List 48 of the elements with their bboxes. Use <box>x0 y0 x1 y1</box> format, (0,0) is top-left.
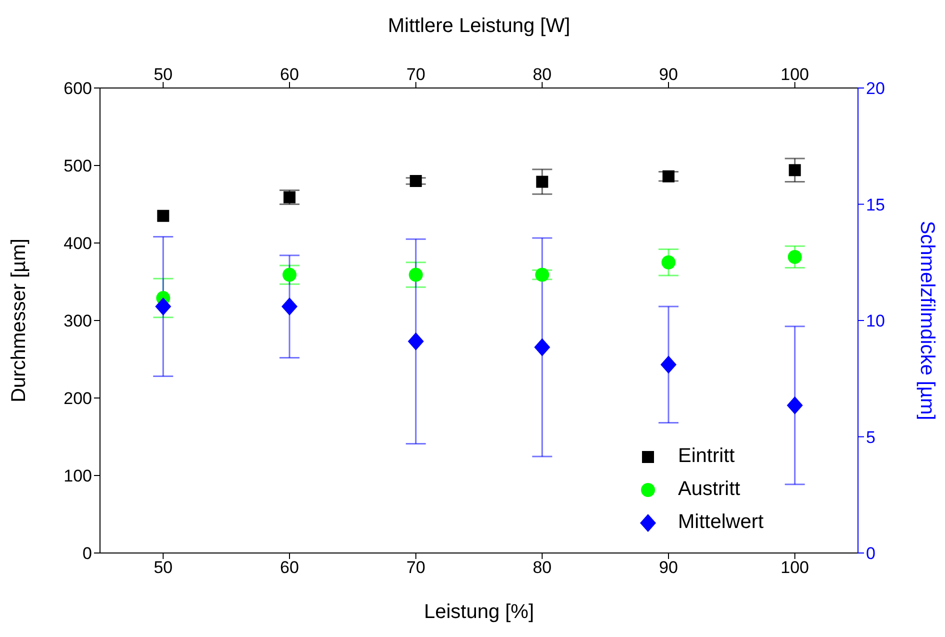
y-tick-label: 300 <box>64 312 92 331</box>
point <box>536 176 548 188</box>
point <box>410 175 422 187</box>
y2-tick-label: 15 <box>866 195 885 214</box>
point <box>282 268 296 282</box>
point <box>155 298 172 316</box>
y-tick-label: 600 <box>64 79 92 98</box>
point <box>786 396 803 414</box>
x-tick-label: 70 <box>406 65 426 84</box>
point <box>408 268 423 282</box>
x2-tick-label: 50 <box>154 558 173 578</box>
x2-tick-label: 60 <box>280 558 299 578</box>
x2-tick-label: 80 <box>532 558 552 578</box>
point <box>157 210 170 222</box>
y-tick-label: 200 <box>64 389 92 408</box>
x2-tick-label: 70 <box>406 558 426 578</box>
y-tick-label: 0 <box>82 544 92 564</box>
legend-label: Eintritt <box>678 445 735 468</box>
y-axis-title: Durchmesser [µm] <box>8 238 30 402</box>
x2-tick-label: 100 <box>780 558 810 578</box>
y-tick-label: 400 <box>64 234 92 254</box>
legend-label: Mittelwert <box>678 511 764 534</box>
y2-tick-label: 5 <box>866 428 876 447</box>
point <box>788 250 802 264</box>
x-tick-label: 100 <box>780 65 810 84</box>
point <box>662 170 674 182</box>
x-tick-label: 50 <box>154 65 173 84</box>
y2-tick-label: 10 <box>866 312 885 331</box>
point <box>284 191 296 204</box>
point <box>534 338 550 356</box>
point <box>282 298 298 316</box>
point <box>535 268 550 282</box>
point <box>408 332 424 350</box>
x-tick-label: 90 <box>659 65 678 84</box>
legend-label: Austritt <box>678 478 740 501</box>
point <box>662 255 676 270</box>
y-tick-label: 500 <box>64 156 92 176</box>
point <box>660 356 676 374</box>
x-tick-label: 80 <box>532 65 552 84</box>
x2-tick-label: 90 <box>659 558 678 578</box>
y2-tick-label: 0 <box>866 544 876 564</box>
point <box>788 164 801 176</box>
x-tick-label: 60 <box>280 65 299 84</box>
x2-axis-title: Mittlere Leistung [W] <box>388 15 570 38</box>
y2-tick-label: 20 <box>866 79 885 98</box>
x-axis-title: Leistung [%] <box>424 601 534 623</box>
y2-axis-title: Schmelzfilmdicke [µm] <box>916 220 938 420</box>
y-tick-label: 100 <box>64 466 92 486</box>
